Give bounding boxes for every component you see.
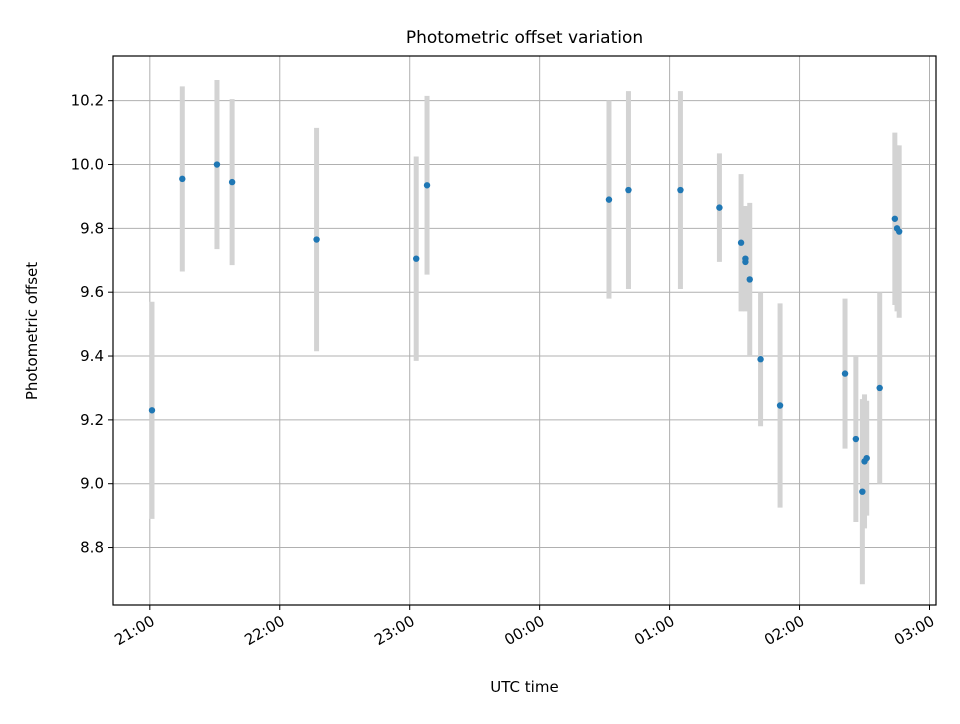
data-point bbox=[876, 384, 883, 392]
data-point bbox=[716, 204, 723, 211]
data-point bbox=[179, 175, 186, 183]
grid bbox=[113, 56, 936, 605]
y-tick-label: 8.8 bbox=[80, 539, 104, 557]
data-point bbox=[737, 239, 745, 246]
data-point bbox=[757, 356, 764, 363]
data-point bbox=[776, 402, 784, 409]
y-tick-label: 10.2 bbox=[71, 92, 104, 110]
y-tick-label: 10.0 bbox=[71, 156, 104, 174]
data-point bbox=[423, 182, 431, 189]
data-point bbox=[859, 488, 866, 495]
data-point bbox=[891, 215, 899, 222]
data-point bbox=[625, 186, 632, 194]
y-tick-label: 9.4 bbox=[80, 347, 104, 365]
y-tick-label: 9.6 bbox=[80, 283, 104, 301]
data-point bbox=[895, 228, 903, 235]
y-axis-label: Photometric offset bbox=[23, 262, 41, 400]
data-point bbox=[413, 255, 420, 262]
chart-title: Photometric offset variation bbox=[406, 28, 643, 48]
axes-frame bbox=[112, 55, 937, 606]
data-point bbox=[742, 258, 749, 266]
y-axis-ticks: 8.8 9.0 9.2 9.4 9.6 9.8 10.0 10.2 bbox=[71, 92, 113, 557]
data-point bbox=[863, 454, 870, 462]
data-point bbox=[313, 236, 320, 243]
data-point bbox=[605, 196, 613, 203]
data-points bbox=[148, 161, 903, 495]
data-point bbox=[746, 276, 753, 283]
x-axis-label: UTC time bbox=[490, 678, 558, 696]
data-point bbox=[213, 161, 221, 168]
data-point bbox=[228, 178, 236, 186]
y-tick-label: 9.2 bbox=[80, 411, 104, 429]
data-point bbox=[677, 186, 684, 194]
y-tick-label: 9.8 bbox=[80, 219, 104, 237]
y-tick-label: 9.0 bbox=[80, 475, 104, 493]
data-point bbox=[841, 370, 849, 377]
data-point bbox=[148, 407, 156, 414]
data-point bbox=[852, 435, 860, 443]
